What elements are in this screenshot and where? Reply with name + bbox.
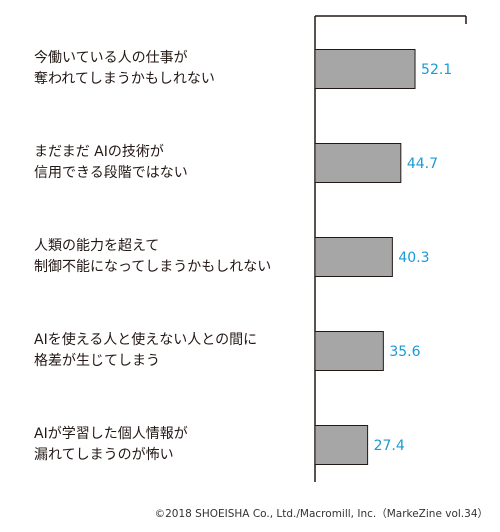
- bar: [314, 237, 393, 277]
- category-label: 信用できる段階ではない: [34, 165, 188, 181]
- category-label: AIを使える人と使えない人との間に: [34, 331, 257, 348]
- value-label: 35.6: [389, 344, 420, 360]
- category-label: まだまだ AIの技術が: [34, 144, 164, 160]
- category-label: 奪われてしまうかもしれない: [34, 70, 215, 87]
- category-label: 制御不能になってしまうかもしれない: [34, 259, 271, 275]
- bar: [314, 143, 402, 183]
- value-labels: 52.1 44.7 40.3 35.6 27.4: [374, 62, 453, 454]
- copyright-credit: ©2018 SHOEISHA Co., Ltd./Macromill, Inc.…: [154, 508, 488, 520]
- value-label: 44.7: [407, 156, 438, 172]
- category-label: 格差が生じてしまう: [34, 353, 160, 369]
- category-label: 今働いている人の仕事が: [34, 50, 188, 66]
- category-label: 漏れてしまうのが怖い: [34, 446, 174, 463]
- bar: [314, 425, 369, 465]
- value-label: 27.4: [374, 438, 405, 454]
- bar: [314, 331, 384, 371]
- bar: [314, 49, 416, 89]
- value-label: 40.3: [398, 250, 429, 266]
- category-label: 人類の能力を超えて: [34, 238, 159, 254]
- category-label: AIが学習した個人情報が: [34, 426, 188, 442]
- chart-bars: [314, 49, 416, 465]
- value-label: 52.1: [421, 62, 452, 78]
